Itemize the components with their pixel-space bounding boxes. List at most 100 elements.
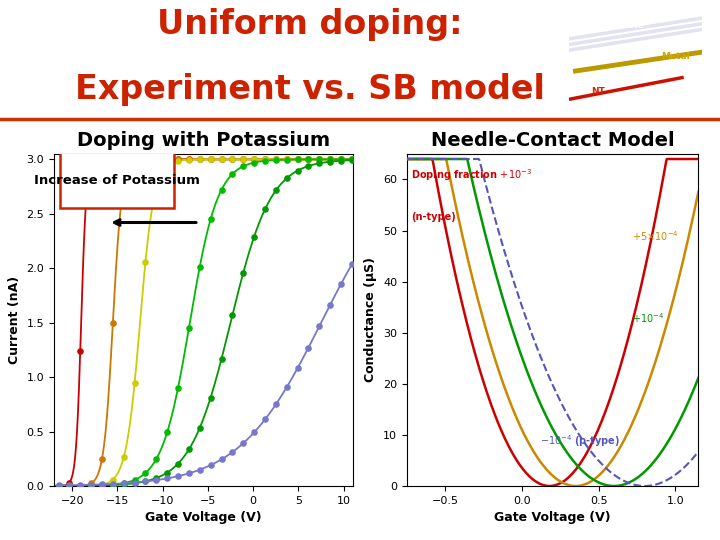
Point: [86, 481, 97, 490]
Point: [107, 319, 119, 327]
Point: [227, 311, 238, 320]
Point: [292, 166, 303, 175]
Point: [118, 479, 130, 488]
Point: [183, 155, 194, 164]
Point: [292, 155, 303, 164]
Point: [227, 448, 238, 456]
Point: [270, 155, 282, 164]
Point: [140, 477, 151, 485]
Point: [107, 475, 119, 484]
Point: [140, 477, 151, 486]
Point: [172, 157, 184, 165]
Point: [74, 482, 86, 490]
Point: [238, 268, 249, 277]
Point: [325, 300, 336, 309]
Point: [216, 155, 228, 164]
Point: [107, 155, 119, 164]
Point: [118, 155, 130, 164]
Point: [183, 155, 194, 164]
Point: [86, 479, 97, 488]
Point: [325, 155, 336, 164]
Point: [96, 481, 108, 490]
Point: [325, 155, 336, 164]
Point: [205, 155, 217, 164]
Point: [53, 482, 64, 490]
X-axis label: Gate Voltage (V): Gate Voltage (V): [145, 511, 261, 524]
Text: Experiment vs. SB model: Experiment vs. SB model: [75, 73, 544, 106]
Point: [281, 383, 292, 391]
Point: [292, 364, 303, 373]
Point: [129, 158, 140, 166]
Point: [74, 347, 86, 355]
Point: [74, 482, 86, 490]
Point: [205, 215, 217, 224]
Point: [336, 155, 347, 164]
Point: [302, 155, 314, 164]
Point: [216, 455, 228, 464]
Point: [313, 322, 325, 330]
Point: [150, 476, 162, 484]
Text: NT: NT: [591, 87, 605, 96]
Y-axis label: Conductance (μS): Conductance (μS): [364, 258, 377, 382]
Point: [248, 155, 260, 164]
Text: $-10^{-4}$ (p-type): $-10^{-4}$ (p-type): [540, 433, 621, 449]
Point: [53, 481, 64, 490]
Point: [74, 481, 86, 489]
Point: [227, 170, 238, 178]
Point: [325, 157, 336, 166]
Point: [194, 262, 205, 271]
Point: [302, 343, 314, 352]
Point: [238, 155, 249, 164]
Point: [172, 155, 184, 164]
Point: [313, 155, 325, 164]
Point: [129, 155, 140, 164]
Point: [325, 155, 336, 164]
Point: [227, 155, 238, 164]
Point: [270, 155, 282, 164]
Point: [183, 469, 194, 478]
Point: [161, 155, 173, 164]
Point: [172, 472, 184, 481]
Point: [172, 383, 184, 392]
Point: [281, 174, 292, 183]
Point: [140, 258, 151, 266]
Point: [140, 469, 151, 477]
Point: [248, 158, 260, 167]
Point: [238, 155, 249, 164]
Point: [118, 480, 130, 489]
Point: [302, 155, 314, 164]
Point: [259, 155, 271, 164]
Text: $+10^{-4}$: $+10^{-4}$: [632, 310, 665, 325]
Text: Uniform doping:: Uniform doping:: [157, 8, 462, 42]
Point: [194, 155, 205, 164]
Point: [336, 155, 347, 164]
Point: [302, 155, 314, 164]
Point: [161, 161, 173, 170]
Text: Gate: Gate: [621, 21, 644, 30]
Point: [129, 379, 140, 388]
Point: [259, 155, 271, 164]
Point: [96, 480, 108, 489]
Point: [183, 323, 194, 332]
Point: [63, 478, 75, 487]
Point: [248, 155, 260, 164]
Point: [150, 455, 162, 463]
Point: [313, 159, 325, 167]
Point: [336, 155, 347, 164]
Point: [53, 482, 64, 490]
Text: Increase of Potassium: Increase of Potassium: [35, 173, 200, 186]
Point: [259, 155, 271, 164]
Point: [183, 156, 194, 164]
Point: [313, 155, 325, 164]
Point: [63, 482, 75, 490]
Point: [227, 155, 238, 164]
Point: [302, 161, 314, 170]
Point: [259, 205, 271, 214]
Point: [96, 155, 108, 164]
Point: [270, 155, 282, 164]
Point: [281, 155, 292, 164]
Point: [96, 481, 108, 490]
Point: [281, 155, 292, 164]
Point: [238, 155, 249, 164]
Point: [140, 155, 151, 164]
